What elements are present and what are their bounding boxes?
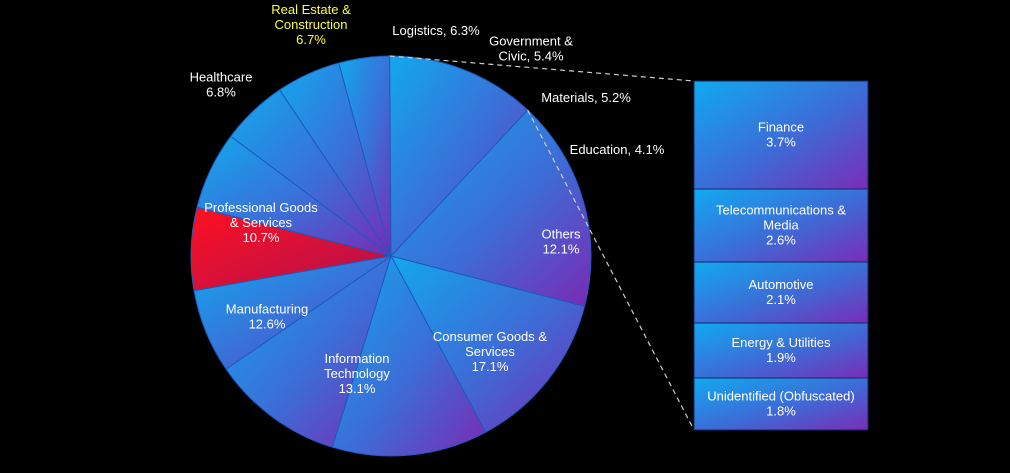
pie-slice-healthcare bbox=[193, 255, 392, 370]
breakout-label-telecommunications-media: Telecommunications & Media 2.6% bbox=[716, 203, 846, 248]
pie-slice-manufacturing bbox=[331, 254, 487, 457]
slice-label-professional-goods-services: Professional Goods & Services 10.7% bbox=[204, 200, 318, 245]
breakout-box-energy-utilities bbox=[693, 322, 869, 379]
slice-label-manufacturing: Manufacturing 12.6% bbox=[226, 302, 308, 332]
connector-bottom bbox=[527, 109, 695, 431]
pie-chart bbox=[190, 55, 592, 457]
breakout-label-unidentified-obfuscated: Unidentified (Obfuscated) 1.8% bbox=[707, 389, 854, 419]
slice-label-information-technology: Information Technology 13.1% bbox=[324, 351, 390, 396]
breakout-label-finance: Finance 3.7% bbox=[758, 120, 804, 150]
breakout-label-energy-utilities: Energy & Utilities 1.9% bbox=[732, 335, 831, 365]
breakout-box-automotive bbox=[693, 261, 869, 324]
pie-slice-professional-goods-services bbox=[225, 254, 392, 448]
slice-label-logistics: Logistics, 6.3% bbox=[392, 23, 480, 38]
breakout-box-unidentified-obfuscated bbox=[693, 377, 869, 431]
slice-label-materials: Materials, 5.2% bbox=[541, 90, 631, 105]
slice-label-real-estate-construction: Real Estate & Construction 6.7% bbox=[271, 2, 351, 47]
others-breakout-stack: Finance 3.7% Telecommunications & Media 2.6%… bbox=[693, 80, 869, 431]
pie-slice-consumer-goods-services bbox=[390, 109, 592, 308]
pie-labels: Real Estate & Construction 6.7% Logistics, … bbox=[190, 2, 665, 396]
slice-label-education: Education, 4.1% bbox=[570, 142, 665, 157]
slice-label-consumer-goods-services: Consumer Goods & Services 17.1% bbox=[433, 329, 547, 374]
breakout-label-automotive: Automotive 2.1% bbox=[748, 277, 813, 307]
pie-slice-information-technology bbox=[390, 255, 586, 433]
slice-label-others: Others 12.1% bbox=[541, 227, 581, 257]
slice-label-government-civic: Government & Civic, 5.4% bbox=[489, 34, 573, 64]
connector-top bbox=[389, 55, 695, 82]
breakout-connectors bbox=[389, 55, 695, 431]
slice-label-healthcare: Healthcare 6.8% bbox=[190, 70, 253, 100]
